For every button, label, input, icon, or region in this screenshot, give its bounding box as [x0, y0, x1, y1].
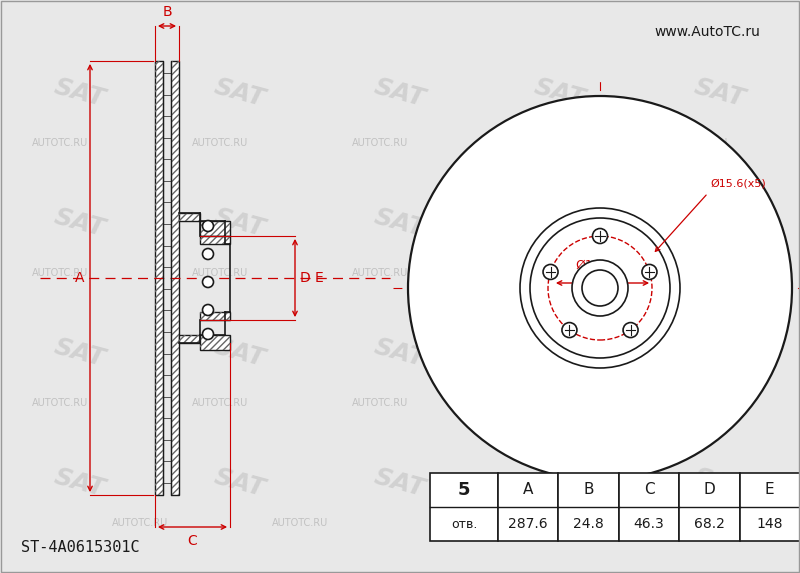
Text: SAT: SAT [532, 465, 588, 501]
Text: SAT: SAT [212, 205, 268, 241]
Text: A: A [523, 482, 534, 497]
Text: AUTOTC.RU: AUTOTC.RU [592, 518, 648, 528]
Text: SAT: SAT [212, 335, 268, 371]
Text: SAT: SAT [692, 465, 748, 501]
Text: E: E [765, 482, 774, 497]
Bar [558, 473, 619, 541]
Text: ST-4A0615301C: ST-4A0615301C [21, 540, 139, 555]
Bar [430, 473, 498, 541]
Text: D: D [703, 482, 715, 497]
Bar [740, 473, 800, 541]
Text: SAT: SAT [692, 335, 748, 371]
Text: AUTOTC.RU: AUTOTC.RU [272, 518, 328, 528]
Circle shape [582, 270, 618, 306]
Text: SAT: SAT [372, 465, 428, 501]
Text: D: D [300, 271, 310, 285]
Bar [200, 221, 230, 236]
Circle shape [408, 96, 792, 480]
Circle shape [202, 221, 214, 231]
Text: AUTOTC.RU: AUTOTC.RU [112, 518, 168, 528]
Text: Ø112: Ø112 [575, 259, 609, 272]
Circle shape [530, 218, 670, 358]
Bar [679, 473, 740, 541]
Text: AUTOTC.RU: AUTOTC.RU [32, 398, 88, 408]
Text: AUTOTC.RU: AUTOTC.RU [32, 268, 88, 278]
Text: B: B [583, 482, 594, 497]
Text: SAT: SAT [372, 74, 428, 111]
Bar [179, 335, 200, 343]
Circle shape [543, 264, 558, 280]
Text: A: A [75, 271, 85, 285]
Text: 68.2: 68.2 [694, 517, 725, 531]
Text: AUTOTC.RU: AUTOTC.RU [512, 268, 568, 278]
Text: AUTOTC.RU: AUTOTC.RU [732, 518, 788, 528]
Text: B: B [162, 5, 172, 19]
Text: C: C [188, 534, 198, 548]
Text: SAT: SAT [532, 335, 588, 371]
Circle shape [562, 323, 577, 337]
Bar [171, 61, 179, 495]
Text: SAT: SAT [52, 465, 108, 501]
Text: AUTOTC.RU: AUTOTC.RU [512, 398, 568, 408]
Text: отв.: отв. [451, 517, 477, 531]
Text: SAT: SAT [532, 74, 588, 111]
Bar [200, 236, 230, 244]
Text: AUTOTC.RU: AUTOTC.RU [512, 138, 568, 148]
Text: 287.6: 287.6 [508, 517, 548, 531]
Text: SAT: SAT [212, 465, 268, 501]
Circle shape [623, 323, 638, 337]
Bar [179, 213, 200, 221]
Bar [155, 61, 163, 495]
Circle shape [572, 260, 628, 316]
Circle shape [202, 304, 214, 316]
Text: AUTOTC.RU: AUTOTC.RU [192, 138, 248, 148]
Bar [200, 335, 230, 350]
Text: AUTOTC.RU: AUTOTC.RU [352, 138, 408, 148]
Circle shape [593, 229, 607, 244]
Text: AUTOTC.RU: AUTOTC.RU [352, 398, 408, 408]
Text: SAT: SAT [52, 205, 108, 241]
Bar [171, 61, 179, 495]
Text: E: E [314, 271, 323, 285]
Text: C: C [644, 482, 654, 497]
Bar [200, 312, 230, 320]
Text: 24.8: 24.8 [574, 517, 604, 531]
Text: Ø15.6(x5): Ø15.6(x5) [710, 178, 766, 188]
Text: SAT: SAT [52, 74, 108, 111]
Bar [200, 236, 230, 244]
Text: AUTOTC.RU: AUTOTC.RU [672, 268, 728, 278]
Text: SAT: SAT [532, 205, 588, 241]
Bar [200, 312, 230, 320]
Circle shape [202, 328, 214, 339]
Text: SAT: SAT [372, 205, 428, 241]
Text: SAT: SAT [372, 335, 428, 371]
Bar [179, 213, 200, 221]
Bar [619, 473, 679, 541]
Text: 46.3: 46.3 [634, 517, 664, 531]
Text: 5: 5 [458, 481, 470, 499]
Text: SAT: SAT [212, 74, 268, 111]
Text: AUTOTC.RU: AUTOTC.RU [32, 138, 88, 148]
Text: AUTOTC.RU: AUTOTC.RU [192, 268, 248, 278]
Bar [200, 335, 230, 350]
Text: AUTOTC.RU: AUTOTC.RU [432, 518, 488, 528]
Circle shape [642, 264, 657, 280]
Bar [200, 221, 230, 236]
Circle shape [202, 277, 214, 288]
Circle shape [520, 208, 680, 368]
Bar [179, 335, 200, 343]
Bar [155, 61, 163, 495]
Text: AUTOTC.RU: AUTOTC.RU [352, 268, 408, 278]
Text: SAT: SAT [692, 205, 748, 241]
Text: www.AutoTC.ru: www.AutoTC.ru [654, 25, 760, 39]
Circle shape [202, 249, 214, 260]
Text: AUTOTC.RU: AUTOTC.RU [672, 138, 728, 148]
Text: 148: 148 [757, 517, 783, 531]
Text: AUTOTC.RU: AUTOTC.RU [672, 398, 728, 408]
Text: AUTOTC.RU: AUTOTC.RU [192, 398, 248, 408]
Text: SAT: SAT [692, 74, 748, 111]
Bar [498, 473, 558, 541]
Text: SAT: SAT [52, 335, 108, 371]
